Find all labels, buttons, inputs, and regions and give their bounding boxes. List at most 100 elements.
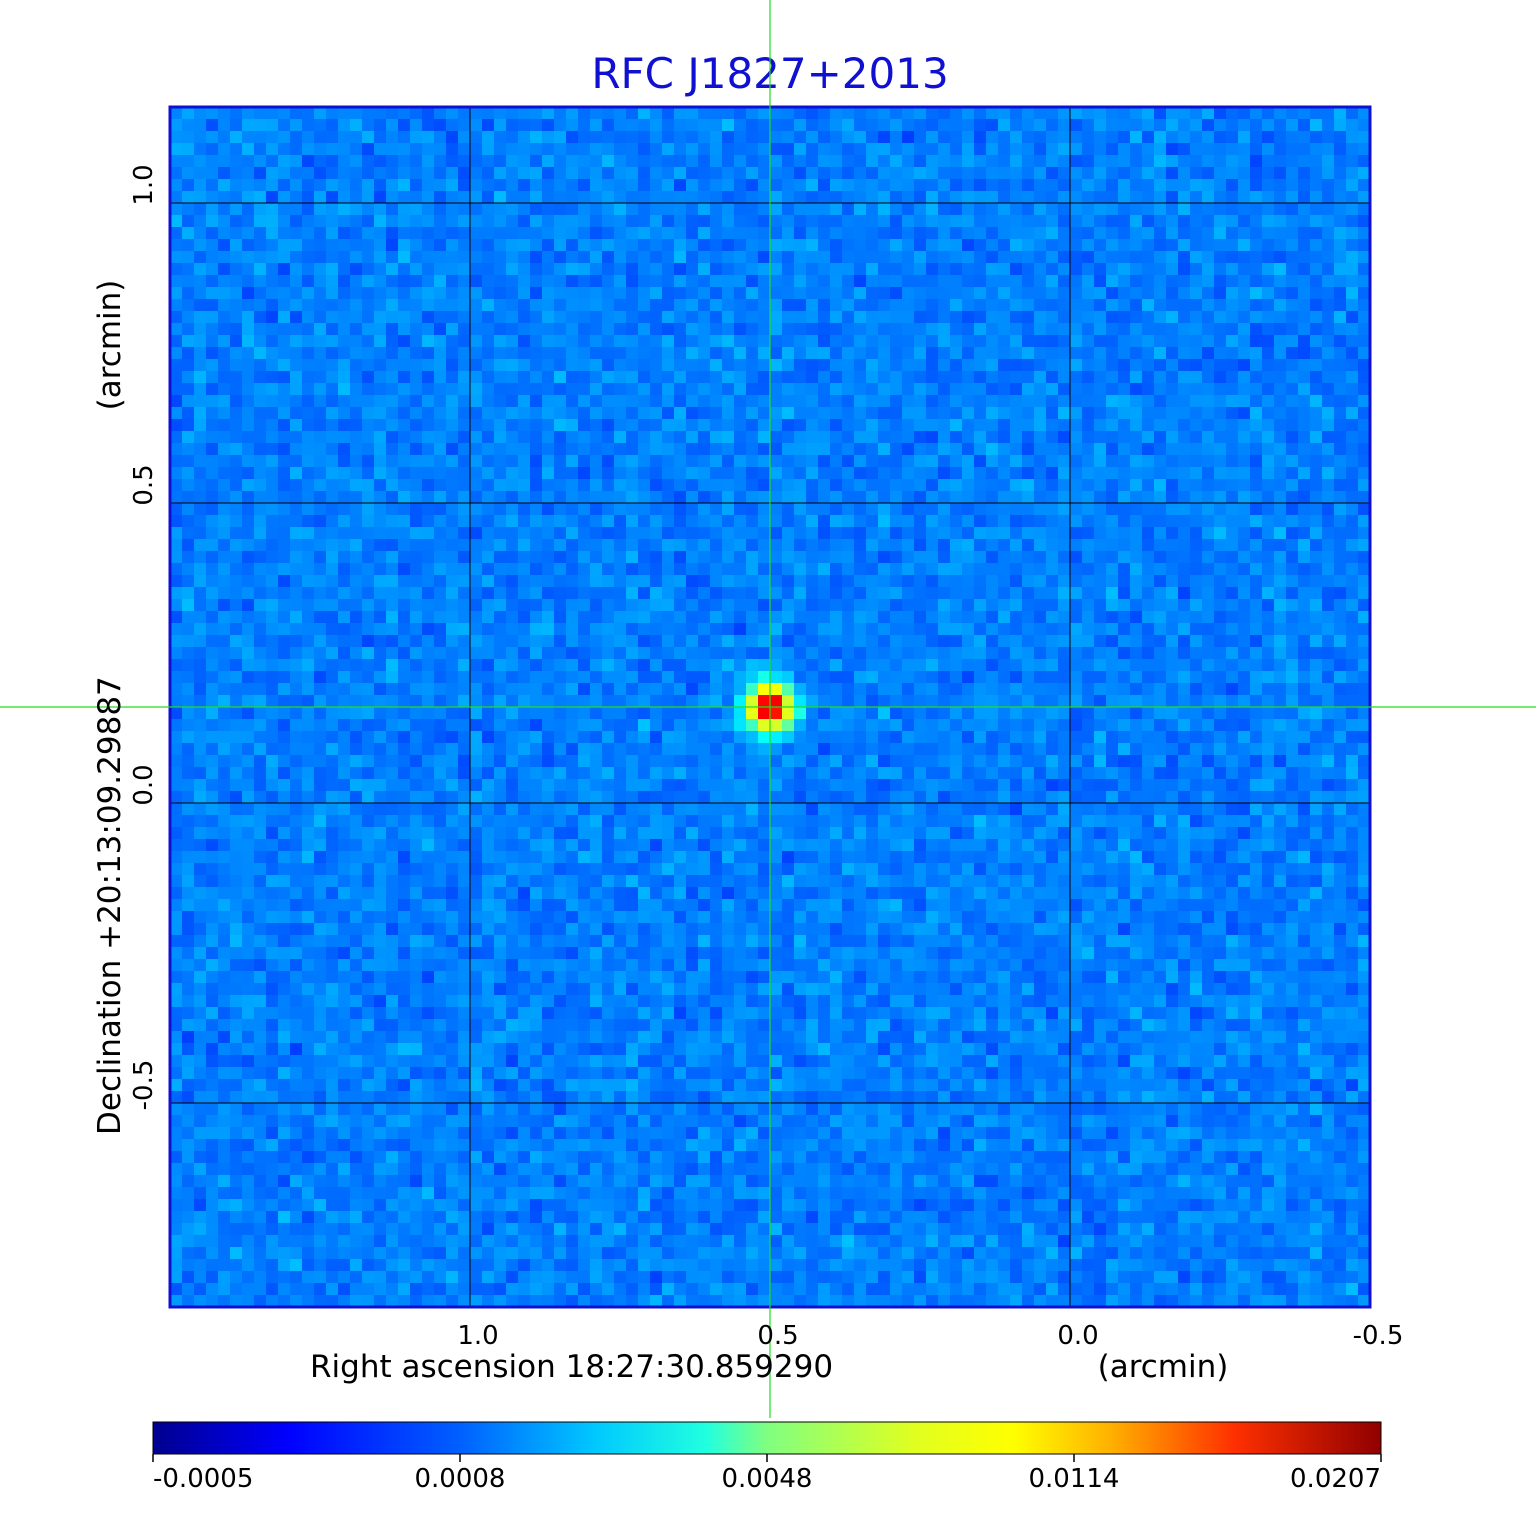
image-pixel [1118, 635, 1131, 648]
image-pixel [530, 563, 543, 576]
image-pixel [698, 227, 711, 240]
image-pixel [230, 479, 243, 492]
image-pixel [1202, 131, 1215, 144]
image-pixel [1274, 551, 1287, 564]
image-pixel [686, 647, 699, 660]
image-pixel [686, 491, 699, 504]
image-pixel [986, 359, 999, 372]
image-pixel [830, 479, 843, 492]
image-pixel [410, 515, 423, 528]
image-pixel [602, 359, 615, 372]
image-pixel [1082, 695, 1095, 708]
image-pixel [266, 599, 279, 612]
image-pixel [230, 263, 243, 276]
image-pixel [218, 347, 231, 360]
image-pixel [962, 107, 975, 120]
image-pixel [686, 263, 699, 276]
image-pixel [1310, 347, 1323, 360]
image-pixel [1178, 419, 1191, 432]
image-pixel [914, 575, 927, 588]
image-pixel [698, 263, 711, 276]
image-pixel [506, 419, 519, 432]
image-pixel [1034, 491, 1047, 504]
image-pixel [1166, 539, 1179, 552]
image-pixel [1166, 611, 1179, 624]
image-pixel [566, 419, 579, 432]
image-pixel [974, 527, 987, 540]
image-pixel [1130, 359, 1143, 372]
image-pixel [338, 275, 351, 288]
image-pixel [446, 107, 459, 120]
image-pixel [482, 131, 495, 144]
image-pixel [578, 479, 591, 492]
image-pixel [1178, 335, 1191, 348]
image-pixel [962, 239, 975, 252]
image-pixel [1322, 455, 1335, 468]
image-pixel [590, 251, 603, 264]
image-pixel [926, 551, 939, 564]
image-pixel [326, 335, 339, 348]
image-pixel [1130, 371, 1143, 384]
image-pixel [1250, 431, 1263, 444]
image-pixel [974, 371, 987, 384]
image-pixel [326, 263, 339, 276]
image-pixel [254, 503, 267, 516]
image-pixel [506, 107, 519, 120]
image-pixel [1190, 479, 1203, 492]
image-pixel [1070, 431, 1083, 444]
image-pixel [830, 443, 843, 456]
image-pixel [494, 215, 507, 228]
image-pixel [914, 275, 927, 288]
image-pixel [314, 323, 327, 336]
image-pixel [1286, 671, 1299, 684]
image-pixel [854, 467, 867, 480]
image-pixel [206, 191, 219, 204]
image-pixel [1286, 623, 1299, 636]
image-pixel [386, 563, 399, 576]
image-pixel [998, 227, 1011, 240]
image-pixel [230, 419, 243, 432]
image-pixel [482, 407, 495, 420]
image-pixel [962, 443, 975, 456]
image-pixel [1034, 275, 1047, 288]
image-pixel [650, 119, 663, 132]
image-pixel [1274, 479, 1287, 492]
image-pixel [1166, 503, 1179, 516]
image-pixel [602, 239, 615, 252]
image-pixel [758, 131, 771, 144]
image-pixel [1250, 251, 1263, 264]
image-pixel [1298, 119, 1311, 132]
image-pixel [1310, 215, 1323, 228]
image-pixel [914, 119, 927, 132]
image-pixel [626, 167, 639, 180]
image-pixel [398, 599, 411, 612]
image-pixel [1226, 227, 1239, 240]
image-pixel [278, 335, 291, 348]
image-pixel [242, 611, 255, 624]
image-pixel [1094, 599, 1107, 612]
image-pixel [770, 371, 783, 384]
image-pixel [1202, 647, 1215, 660]
image-pixel [350, 515, 363, 528]
image-pixel [854, 563, 867, 576]
image-pixel [1238, 599, 1251, 612]
image-pixel [410, 563, 423, 576]
image-pixel [506, 635, 519, 648]
image-pixel [1298, 227, 1311, 240]
image-pixel [398, 155, 411, 168]
image-pixel [182, 659, 195, 672]
image-pixel [362, 443, 375, 456]
image-pixel [398, 419, 411, 432]
image-pixel [758, 359, 771, 372]
image-pixel [1106, 347, 1119, 360]
image-pixel [374, 215, 387, 228]
image-pixel [1274, 191, 1287, 204]
image-pixel [1298, 299, 1311, 312]
image-pixel [1142, 695, 1155, 708]
image-pixel [350, 635, 363, 648]
image-pixel [1310, 275, 1323, 288]
image-pixel [854, 455, 867, 468]
image-pixel [818, 659, 831, 672]
image-pixel [1082, 251, 1095, 264]
image-pixel [434, 335, 447, 348]
